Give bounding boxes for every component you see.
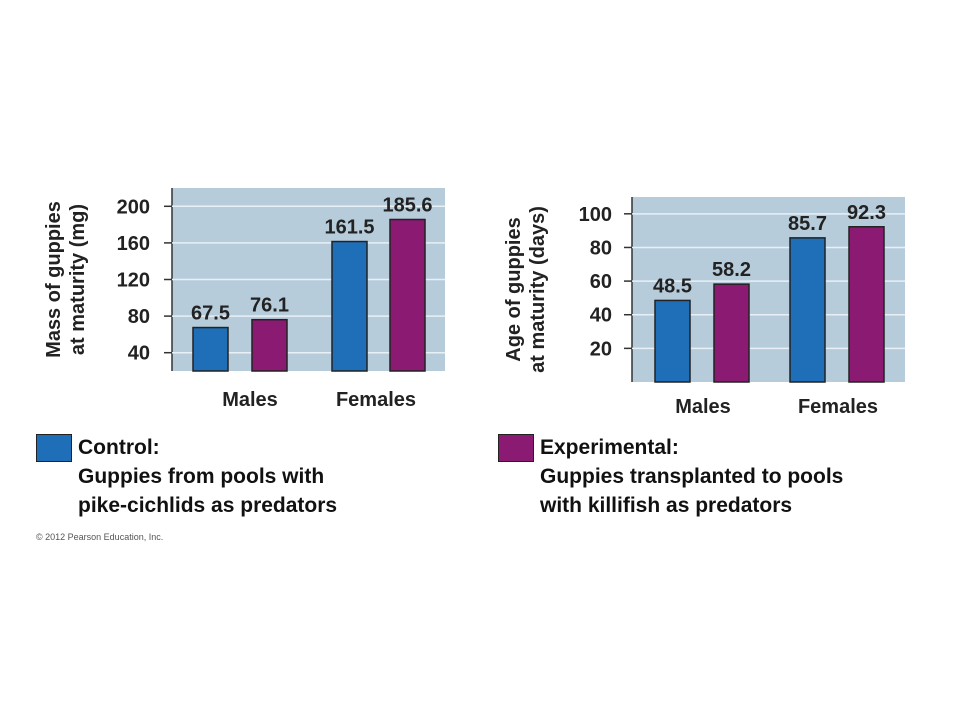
y-tick-label: 60 — [590, 271, 612, 293]
bar-experimental-males — [251, 318, 288, 372]
experimental-swatch — [498, 434, 534, 462]
control-swatch — [36, 434, 72, 462]
data-label: 58.2 — [712, 259, 751, 281]
data-label: 85.7 — [788, 213, 827, 235]
control-legend-line2: pike-cichlids as predators — [78, 494, 338, 517]
x-category-label: Females — [798, 396, 878, 418]
y-tick-label: 100 — [579, 204, 612, 226]
copyright-text: © 2012 Pearson Education, Inc. — [36, 532, 164, 542]
control-legend: Control: Guppies from pools with pike-ci… — [78, 433, 337, 520]
y-tick-label: 80 — [128, 306, 150, 328]
y-tick-label: 40 — [128, 343, 150, 365]
data-label: 48.5 — [653, 275, 692, 297]
bar-control-males — [654, 299, 691, 383]
experimental-legend-title: Experimental: — [540, 436, 679, 459]
bar-control-females — [789, 237, 826, 383]
x-category-label: Males — [675, 396, 731, 418]
y-tick-label: 80 — [590, 237, 612, 259]
y-tick-label: 160 — [117, 233, 150, 255]
y-tick-label: 20 — [590, 338, 612, 360]
data-label: 67.5 — [191, 303, 230, 325]
y-tick-label: 120 — [117, 270, 150, 292]
experimental-legend-line1: Guppies transplanted to pools — [540, 465, 844, 488]
experimental-legend-line2: with killifish as predators — [540, 494, 793, 517]
chart-1: 40 80 120 160 200 67.5 161.5 76.1 185.6 Males Fema… — [43, 188, 445, 411]
data-label: 185.6 — [382, 194, 432, 216]
y-tick-label: 40 — [590, 305, 612, 327]
experimental-legend: Experimental: Guppies transplanted to po… — [540, 433, 843, 520]
data-label: 76.1 — [250, 295, 289, 317]
bar-experimental-females — [848, 226, 885, 383]
bar-experimental-females — [389, 218, 426, 372]
data-label: 161.5 — [324, 217, 374, 239]
control-legend-line1: Guppies from pools with — [78, 465, 325, 488]
y-tick-label: 200 — [117, 196, 150, 218]
bar-experimental-males — [713, 283, 750, 383]
chart-2: 20 40 60 80 100 48.5 85.7 58.2 92.3 Males Females A… — [503, 197, 905, 418]
bar-control-females — [331, 240, 368, 372]
control-legend-title: Control: — [78, 436, 160, 459]
x-category-label: Females — [336, 389, 416, 411]
data-label: 92.3 — [847, 202, 886, 224]
y-axis-label: Age of guppies at maturity (days) — [503, 206, 549, 373]
bar-control-males — [192, 326, 229, 372]
y-axis-label: Mass of guppies at maturity (mg) — [43, 201, 89, 358]
x-category-label: Males — [222, 389, 278, 411]
